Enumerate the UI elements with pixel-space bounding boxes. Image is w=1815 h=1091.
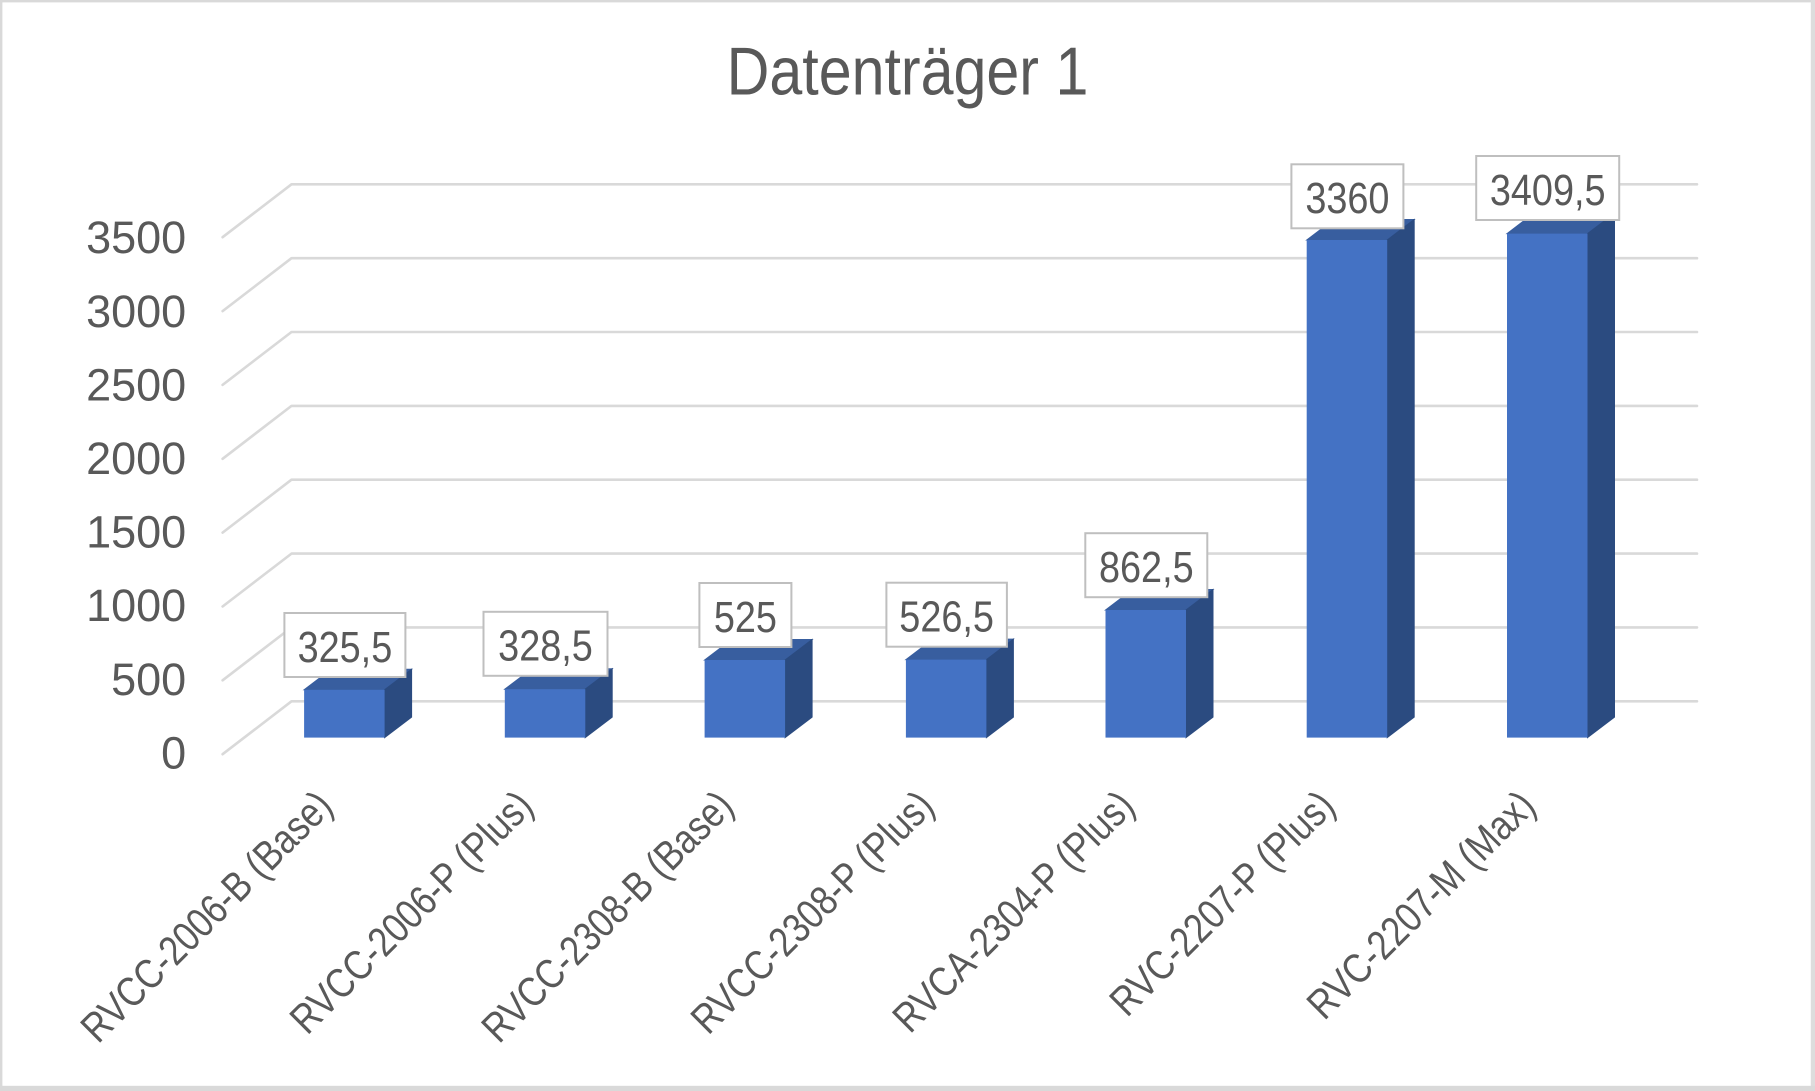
svg-text:500: 500 <box>111 654 186 705</box>
svg-text:3000: 3000 <box>86 286 186 337</box>
svg-text:0: 0 <box>161 727 186 778</box>
svg-text:3409,5: 3409,5 <box>1490 165 1606 214</box>
svg-text:1500: 1500 <box>86 507 186 558</box>
svg-text:2500: 2500 <box>86 359 186 410</box>
svg-text:3360: 3360 <box>1305 173 1389 222</box>
svg-text:3500: 3500 <box>86 212 186 263</box>
svg-text:525: 525 <box>714 592 777 641</box>
svg-text:Datenträger 1: Datenträger 1 <box>727 33 1089 110</box>
svg-text:328,5: 328,5 <box>498 621 593 670</box>
svg-text:325,5: 325,5 <box>298 622 393 671</box>
svg-text:2000: 2000 <box>86 433 186 484</box>
svg-text:862,5: 862,5 <box>1099 542 1194 591</box>
svg-text:1000: 1000 <box>86 580 186 631</box>
svg-text:526,5: 526,5 <box>899 592 994 641</box>
